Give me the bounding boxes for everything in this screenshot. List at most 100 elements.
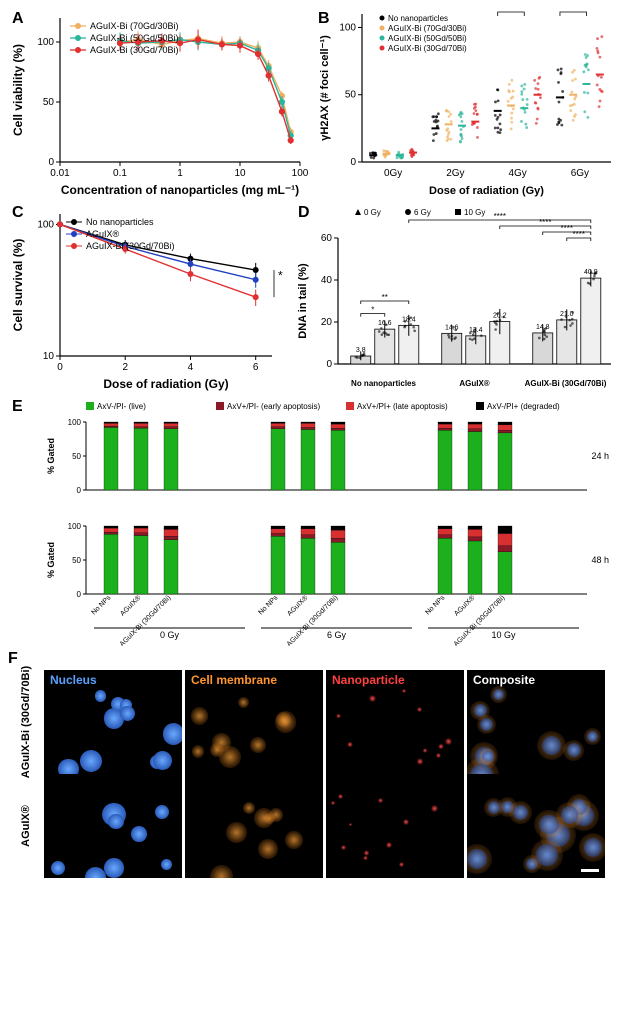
panel-b-chart: 0 50 100 γH2AX (# foci cell⁻¹) Dose of radia… [314,8,617,198]
panel-a: A 0501000.010.1110100Concentration of na… [8,8,308,198]
svg-text:60: 60 [321,233,333,244]
panel-f-cell [467,774,605,878]
svg-text:0: 0 [57,362,63,373]
svg-text:10: 10 [234,168,246,179]
svg-text:AxV-/PI+ (degraded): AxV-/PI+ (degraded) [487,402,560,411]
svg-text:**: ** [508,8,514,13]
panel-f-row: AGuIX-Bi (30Gd/70Bi) Nucleus Cell membrane… [8,670,617,774]
svg-text:0: 0 [326,359,332,370]
svg-text:10 Gy: 10 Gy [491,630,516,640]
panel-d-chart: 0204060DNA in tail (%)0 Gy6 Gy10 GyNo na… [294,202,617,392]
svg-text:DNA in tail (%): DNA in tail (%) [297,263,309,339]
svg-text:10: 10 [43,351,55,362]
svg-text:AGuIX-Bi (30Gd/70Bi): AGuIX-Bi (30Gd/70Bi) [525,379,607,388]
scale-bar [581,869,599,872]
panel-f-cell: Cell membrane [185,670,323,774]
svg-text:AxV+/PI- (early apoptosis): AxV+/PI- (early apoptosis) [227,402,320,411]
svg-text:100: 100 [339,22,356,33]
svg-text:2: 2 [122,362,128,373]
svg-text:% Gated: % Gated [46,438,56,474]
svg-text:100: 100 [37,37,54,48]
svg-text:48 h: 48 h [591,555,609,565]
svg-text:γH2AX (# foci cell⁻¹): γH2AX (# foci cell⁻¹) [319,35,331,141]
panel-f-row-label: AGuIX® [8,774,44,878]
svg-text:6 Gy: 6 Gy [327,630,347,640]
svg-text:2Gy: 2Gy [446,168,464,179]
svg-text:No NPs: No NPs [424,594,446,616]
panel-c-label: C [12,204,24,222]
svg-text:100: 100 [292,168,308,179]
svg-text:0: 0 [77,590,82,599]
panel-f: F AGuIX-Bi (30Gd/70Bi) Nucleus Cell membra… [8,650,617,878]
panel-d: D 0204060DNA in tail (%)0 Gy6 Gy10 GyNo … [294,202,617,392]
svg-text:****: **** [539,218,551,227]
svg-text:AGuIX-Bi (30Gd/70Bi): AGuIX-Bi (30Gd/70Bi) [86,241,175,251]
svg-text:20: 20 [321,317,333,328]
svg-text:4Gy: 4Gy [508,168,526,179]
svg-text:AGuIX®: AGuIX® [286,593,310,617]
svg-text:100: 100 [68,418,82,427]
svg-text:6: 6 [253,362,259,373]
panel-d-label: D [298,204,310,222]
panel-c: C 10 100 0 2 4 6 Dose of radiation (Gy) Cell su… [8,202,288,392]
svg-text:No NPs: No NPs [90,594,112,616]
svg-text:100: 100 [37,219,54,230]
svg-text:% Gated: % Gated [46,542,56,578]
svg-text:AGuIX®: AGuIX® [459,379,489,388]
svg-text:AGuIX-Bi (50Gd/50Bi): AGuIX-Bi (50Gd/50Bi) [388,34,467,43]
svg-text:50: 50 [72,556,81,565]
svg-text:AxV-/PI- (live): AxV-/PI- (live) [97,402,146,411]
svg-text:0: 0 [350,157,356,168]
svg-text:4: 4 [188,362,194,373]
panel-f-cell [185,774,323,878]
svg-text:40: 40 [321,275,333,286]
svg-text:100: 100 [68,522,82,531]
svg-text:AGuIX-Bi (30Gd/70Bi): AGuIX-Bi (30Gd/70Bi) [388,44,467,53]
svg-text:AxV+/PI+ (late apoptosis): AxV+/PI+ (late apoptosis) [357,402,448,411]
panel-b: B 0 50 100 γH2AX (# foci cell⁻¹) Dose of rad… [314,8,617,198]
svg-text:0: 0 [77,486,82,495]
svg-text:No nanoparticles: No nanoparticles [388,14,448,23]
svg-text:0.01: 0.01 [50,168,70,179]
svg-text:50: 50 [72,452,81,461]
svg-text:***: *** [569,8,578,13]
panel-f-row-label: AGuIX-Bi (30Gd/70Bi) [8,670,44,774]
svg-text:6Gy: 6Gy [571,168,589,179]
figure: A 0501000.010.1110100Concentration of na… [8,8,617,878]
svg-text:****: **** [561,224,573,233]
svg-text:AGuIX®: AGuIX® [453,593,477,617]
svg-text:1: 1 [177,168,183,179]
svg-text:Dose of radiation (Gy): Dose of radiation (Gy) [429,185,544,197]
svg-text:0 Gy: 0 Gy [364,208,381,217]
panel-f-col-header: Cell membrane [191,673,277,687]
svg-text:****: **** [573,230,585,239]
svg-text:AGuIX-Bi (70Gd/30Bi): AGuIX-Bi (70Gd/30Bi) [90,21,179,31]
svg-text:AGuIX®: AGuIX® [119,593,143,617]
svg-text:No nanoparticles: No nanoparticles [351,379,416,388]
svg-text:**: ** [382,293,388,302]
svg-text:No nanoparticles: No nanoparticles [86,217,154,227]
panel-e-chart: AxV-/PI- (live) AxV+/PI- (early apoptosis… [8,396,617,646]
panel-f-col-header: Composite [473,673,535,687]
svg-text:0: 0 [48,157,54,168]
svg-text:24 h: 24 h [591,451,609,461]
svg-text:Cell survival (%): Cell survival (%) [11,239,25,332]
panel-f-label: F [8,650,617,668]
svg-text:0 Gy: 0 Gy [160,630,180,640]
panel-f-col-header: Nanoparticle [332,673,405,687]
svg-text:Concentration of nanoparticles: Concentration of nanoparticles (mg mL⁻¹) [61,183,299,197]
svg-text:AGuIX-Bi (30Gd/70Bi): AGuIX-Bi (30Gd/70Bi) [90,45,179,55]
svg-text:50: 50 [43,97,55,108]
svg-text:50: 50 [345,90,357,101]
svg-text:0.1: 0.1 [113,168,127,179]
svg-text:*: * [278,269,283,283]
panel-f-row: AGuIX® [8,774,617,878]
svg-text:Dose of radiation (Gy): Dose of radiation (Gy) [103,377,228,391]
panel-b-label: B [318,10,330,28]
svg-text:****: **** [494,212,506,221]
svg-text:AGuIX®: AGuIX® [86,229,120,239]
svg-text:14.8: 14.8 [536,324,550,331]
panel-e: E AxV-/PI- (live)AxV+/PI- (early apoptos… [8,396,617,646]
svg-text:*: * [371,306,374,315]
panel-f-col-header: Nucleus [50,673,97,687]
